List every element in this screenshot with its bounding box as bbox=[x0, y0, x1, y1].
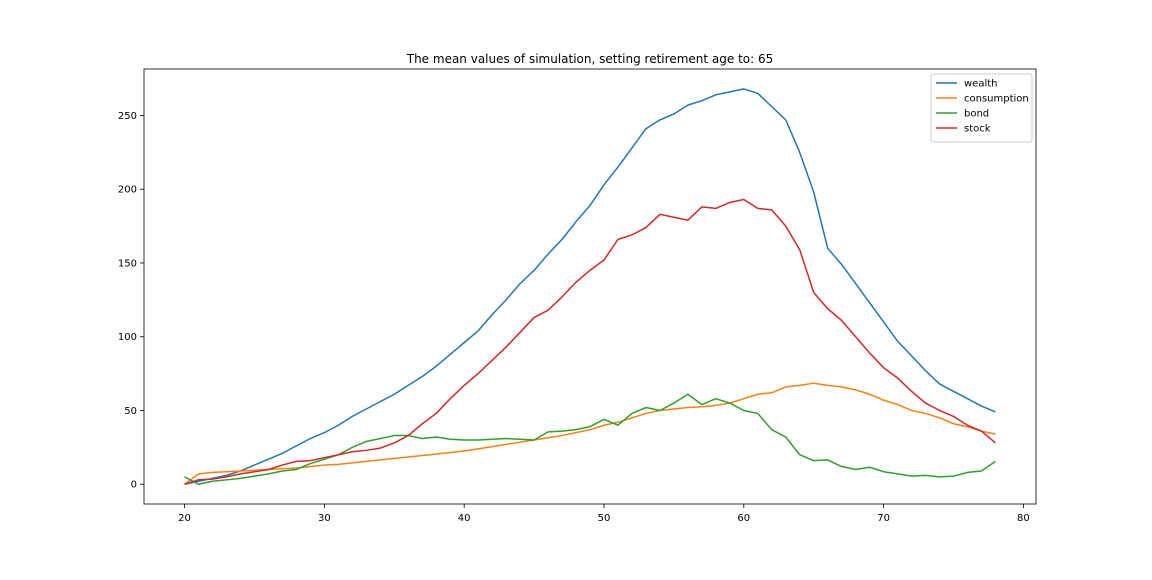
x-axis: 20 30 40 50 60 70 80 bbox=[178, 504, 1030, 524]
plot-frame bbox=[143, 68, 1037, 505]
legend: wealth consumption bond stock bbox=[930, 73, 1033, 143]
x-tick-label: 50 bbox=[598, 513, 611, 524]
x-tick-label: 40 bbox=[458, 513, 471, 524]
legend-label-wealth: wealth bbox=[964, 79, 998, 90]
y-tick-label: 0 bbox=[131, 480, 137, 491]
series-line-stock bbox=[184, 198, 996, 485]
y-tick-label: 200 bbox=[118, 185, 137, 196]
x-tick-label: 80 bbox=[1017, 513, 1030, 524]
x-tick-label: 70 bbox=[877, 513, 890, 524]
y-axis: 0 50 100 150 200 250 bbox=[118, 111, 144, 491]
y-tick-label: 250 bbox=[118, 111, 137, 122]
x-tick-label: 60 bbox=[737, 513, 750, 524]
legend-label-consumption: consumption bbox=[964, 94, 1029, 105]
series-line-bond bbox=[184, 393, 996, 485]
x-tick-label: 30 bbox=[318, 513, 331, 524]
y-tick-label: 150 bbox=[118, 258, 137, 269]
legend-box bbox=[930, 73, 1033, 143]
y-tick-label: 50 bbox=[124, 406, 137, 417]
series-line-wealth bbox=[184, 88, 996, 485]
legend-label-bond: bond bbox=[964, 109, 989, 120]
x-tick-label: 20 bbox=[178, 513, 191, 524]
series-line-consumption bbox=[184, 382, 996, 485]
y-tick-label: 100 bbox=[118, 332, 137, 343]
legend-label-stock: stock bbox=[964, 124, 991, 135]
series-lines bbox=[184, 88, 996, 485]
chart-title: The mean values of simulation, setting r… bbox=[406, 52, 774, 66]
